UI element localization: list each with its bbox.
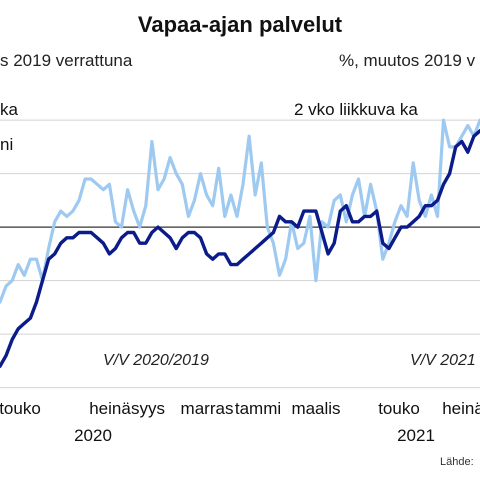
series-label: 2 vko liikkuva ka [294,100,418,119]
x-tick-label: maalis [291,399,340,418]
x-tick-label: heinä [89,399,131,418]
series-line-1 [0,118,480,304]
x-tick-label: touko [378,399,420,418]
year-label-2021: 2021 [397,426,435,445]
series-group [0,118,480,368]
chart-subtitle-right: %, muutos 2019 v [339,51,476,70]
gridlines [0,119,480,389]
series-line-2 [0,129,480,368]
chart-subtitle-left: s 2019 verrattuna [0,51,133,70]
year-label-2020: 2020 [74,426,112,445]
legend-label-2: ni [0,135,13,154]
x-tick-label: marras [181,399,234,418]
x-tick-label: touko [0,399,41,418]
source-label: Lähde: [440,456,474,468]
legend-label-1: ka [0,100,19,119]
annotation-2021: V/V 2021 [410,352,476,369]
annotation-2020: V/V 2020/2019 [103,352,209,369]
legend: ka ni [0,100,19,154]
x-tick-label: heinä [442,399,480,418]
x-tick-label: syys [131,399,165,418]
x-tick-label: tammi [235,399,281,418]
chart-title: Vapaa-ajan palvelut [138,12,343,37]
x-axis: touko heinä syys marras tammi maalis touko hein… [0,399,480,418]
